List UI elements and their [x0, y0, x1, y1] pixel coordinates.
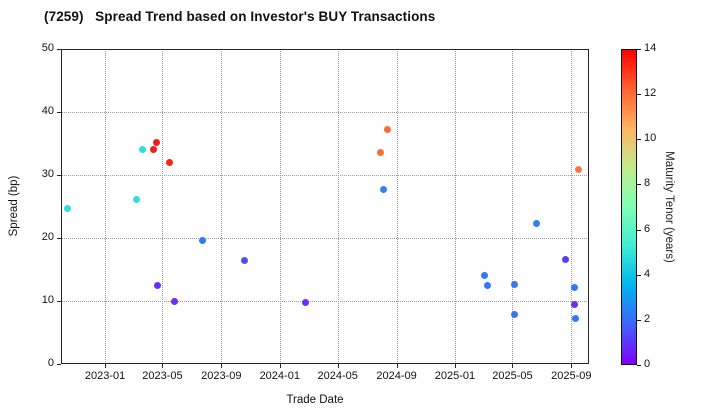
colorbar-tick-label: 10	[644, 132, 657, 145]
x-tick-mark	[454, 364, 456, 368]
y-gridline	[61, 301, 589, 302]
x-axis-title: Trade Date	[286, 394, 344, 406]
data-point	[199, 237, 207, 245]
plot-frame	[61, 49, 589, 364]
x-tick-label: 2025-09	[551, 370, 592, 382]
x-tick-label: 2024-05	[317, 370, 358, 382]
y-tick-label: 10	[41, 294, 54, 306]
data-point	[571, 301, 579, 309]
data-point	[571, 284, 579, 292]
x-tick-mark	[396, 364, 398, 368]
colorbar-tick-mark	[637, 49, 641, 50]
colorbar-tick-label: 12	[644, 87, 657, 100]
colorbar-tick-mark	[637, 365, 641, 366]
colorbar-tick-label: 8	[644, 177, 651, 190]
x-tick-mark	[337, 364, 339, 368]
colorbar-tick-mark	[637, 94, 641, 96]
y-tick-label: 0	[47, 357, 54, 369]
y-tick-mark	[57, 49, 61, 50]
colorbar-tick-label: 0	[644, 358, 651, 370]
colorbar-tick-mark	[637, 184, 641, 186]
colorbar-tick-mark	[637, 139, 641, 141]
data-point	[483, 282, 491, 290]
y-gridline	[61, 112, 589, 113]
x-gridline	[221, 49, 223, 364]
data-point	[63, 204, 71, 212]
data-point	[377, 148, 385, 156]
x-gridline	[337, 49, 339, 364]
data-point	[480, 272, 488, 280]
colorbar-tick-label: 6	[644, 222, 651, 235]
y-tick-label: 30	[41, 168, 54, 180]
colorbar-tick-label: 2	[644, 312, 651, 325]
data-point	[154, 282, 162, 290]
x-gridline	[396, 49, 398, 364]
data-point	[380, 185, 388, 193]
x-tick-mark	[512, 364, 514, 368]
y-tick-mark	[57, 238, 61, 239]
y-axis-title: Spread (bp)	[8, 175, 20, 237]
colorbar	[621, 49, 637, 365]
colorbar-tick-mark	[637, 319, 641, 321]
x-tick-label: 2023-09	[201, 370, 242, 382]
data-point	[572, 314, 580, 322]
data-point	[133, 196, 141, 204]
data-point	[562, 255, 570, 263]
y-tick-label: 40	[41, 105, 54, 117]
colorbar-tick-label: 4	[644, 267, 651, 280]
y-tick-mark	[57, 112, 61, 113]
data-point	[511, 311, 519, 319]
data-point	[166, 158, 174, 166]
y-tick-label: 20	[41, 231, 54, 243]
x-tick-mark	[279, 364, 281, 368]
x-gridline	[512, 49, 514, 364]
x-tick-label: 2023-01	[84, 370, 126, 382]
data-point	[533, 220, 541, 227]
y-gridline	[61, 175, 589, 176]
x-tick-label: 2025-01	[434, 370, 476, 382]
x-tick-label: 2023-05	[142, 370, 183, 382]
colorbar-title: Maturity Tenor (years)	[663, 151, 675, 263]
x-tick-mark	[162, 364, 164, 368]
x-tick-label: 2025-05	[492, 370, 533, 382]
y-tick-mark	[57, 364, 61, 365]
x-gridline	[454, 49, 456, 364]
data-point	[574, 165, 582, 173]
x-gridline	[279, 49, 281, 364]
x-tick-mark	[221, 364, 223, 368]
x-tick-label: 2024-09	[376, 370, 417, 382]
data-point	[152, 139, 160, 147]
y-tick-label: 50	[41, 42, 54, 54]
data-point	[301, 299, 309, 307]
colorbar-tick-mark	[637, 229, 641, 231]
y-tick-mark	[57, 175, 61, 176]
x-tick-label: 2024-01	[259, 370, 300, 382]
data-point	[138, 145, 146, 153]
colorbar-tick-label: 14	[644, 42, 657, 54]
x-gridline	[571, 49, 573, 364]
data-point	[511, 281, 519, 289]
x-tick-mark	[105, 364, 107, 368]
y-gridline	[61, 238, 589, 239]
chart-title: (7259) Spread Trend based on Investor's …	[44, 9, 436, 24]
x-tick-mark	[571, 364, 573, 368]
data-point	[241, 257, 249, 265]
data-point	[383, 125, 391, 133]
x-gridline	[105, 49, 107, 364]
colorbar-tick-mark	[637, 274, 641, 276]
data-point	[170, 297, 178, 305]
y-tick-mark	[57, 301, 61, 302]
x-gridline	[162, 49, 164, 364]
data-point	[149, 146, 157, 154]
